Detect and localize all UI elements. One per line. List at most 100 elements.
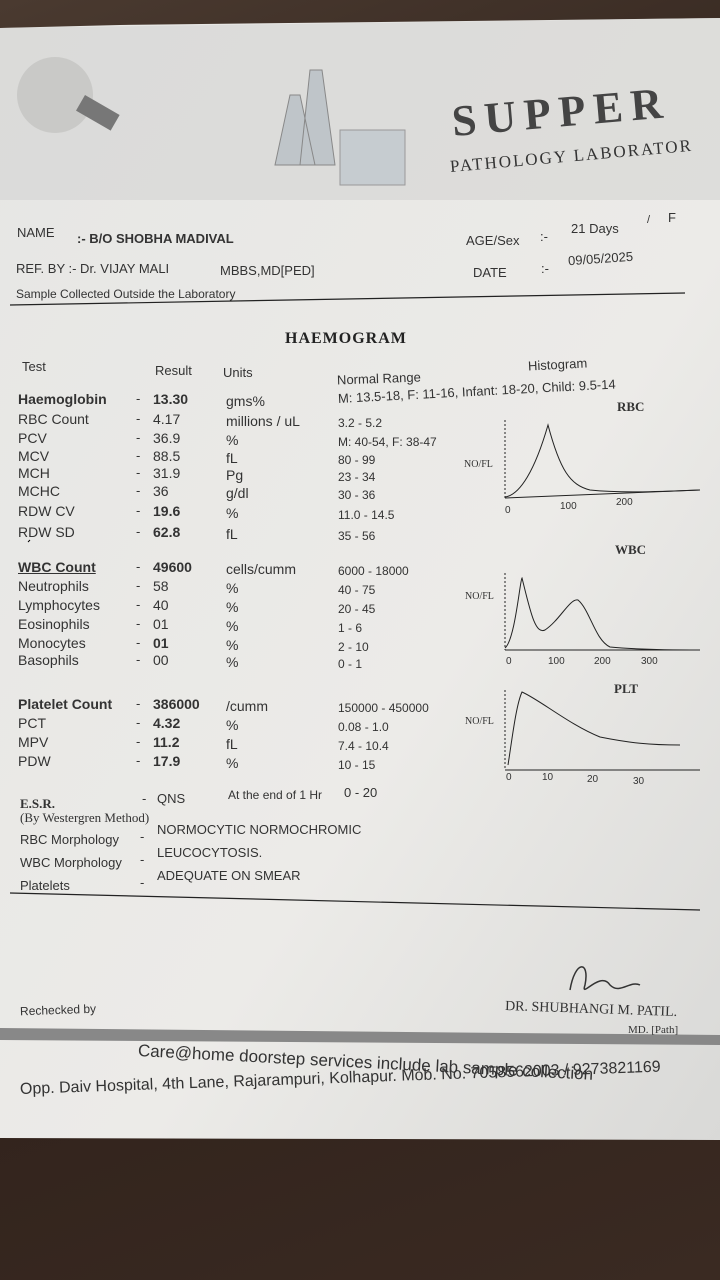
test-name: WBC Count: [18, 559, 96, 575]
unit: fL: [226, 450, 238, 466]
dash: -: [136, 483, 141, 498]
test-name: Platelet Count: [18, 696, 113, 712]
dash: -: [136, 696, 141, 711]
result: 13.30: [153, 391, 189, 407]
unit: %: [226, 618, 239, 634]
histogram-ylabel: NO/FL: [465, 591, 494, 602]
result: 00: [153, 652, 169, 668]
result: 62.8: [153, 524, 181, 540]
unit: cells/cumm: [226, 561, 297, 577]
normal-range: 80 - 99: [338, 453, 376, 467]
unit: fL: [226, 736, 238, 752]
col-histogram: Histogram: [527, 355, 588, 374]
normal-range: 20 - 45: [338, 602, 376, 616]
col-units: Units: [223, 365, 253, 380]
morphology-value: ADEQUATE ON SMEAR: [157, 868, 301, 883]
result: 17.9: [153, 753, 181, 769]
normal-range: M: 40-54, F: 38-47: [338, 435, 437, 449]
result: 11.2: [153, 734, 180, 750]
histogram-title: RBC: [617, 399, 645, 414]
histogram-ylabel: NO/FL: [465, 716, 494, 727]
histogram-tick: 100: [560, 501, 577, 512]
date-label: DATE: [473, 265, 507, 280]
result: 4.32: [153, 715, 181, 731]
dash: -: [136, 524, 141, 539]
age-slash: /: [647, 214, 651, 226]
normal-range: 30 - 36: [338, 488, 376, 502]
normal-range: 6000 - 18000: [338, 564, 409, 578]
test-name: MPV: [18, 734, 49, 750]
result: 36: [153, 483, 169, 499]
result: 31.9: [153, 465, 181, 481]
histogram-tick: 200: [616, 497, 633, 508]
unit: /cumm: [226, 698, 268, 714]
dash: -: [136, 753, 141, 768]
test-name: Basophils: [18, 652, 79, 668]
dash: -: [136, 578, 141, 593]
test-name: PCT: [18, 715, 46, 731]
ref-by: REF. BY :- Dr. VIJAY MALI: [16, 261, 170, 276]
unit: Pg: [226, 467, 244, 483]
result: 58: [153, 578, 169, 594]
histogram-tick: 0: [506, 772, 512, 783]
result: 36.9: [153, 430, 181, 446]
normal-range: 3.2 - 5.2: [338, 416, 383, 430]
result: 386000: [153, 696, 200, 712]
test-name: RBC Count: [18, 411, 89, 427]
result: 19.6: [153, 503, 181, 519]
unit: %: [226, 505, 239, 521]
dash: -: [136, 734, 141, 749]
morphology-label: RBC Morphology: [20, 832, 119, 847]
unit: fL: [226, 526, 238, 542]
dash: -: [136, 448, 141, 463]
histogram-tick: 300: [641, 656, 658, 667]
normal-range: 7.4 - 10.4: [338, 739, 389, 753]
normal-range: 11.0 - 14.5: [338, 508, 395, 522]
normal-range: 1 - 6: [338, 621, 363, 635]
test-name: PCV: [18, 430, 47, 446]
histogram-title: PLT: [614, 681, 639, 696]
sample-note: Sample Collected Outside the Laboratory: [16, 287, 236, 301]
dash: -: [136, 652, 141, 667]
result: 01: [153, 616, 169, 632]
dash: -: [136, 503, 141, 518]
histogram-title: WBC: [615, 542, 647, 557]
unit: gms%: [226, 393, 265, 409]
col-range: Normal Range: [336, 369, 422, 388]
dash: -: [136, 411, 141, 426]
normal-range: 150000 - 450000: [338, 701, 429, 715]
test-name: Monocytes: [18, 635, 86, 651]
normal-range: 10 - 15: [338, 758, 376, 772]
age-sep: :-: [540, 229, 548, 244]
normal-range: 0.08 - 1.0: [338, 720, 389, 734]
result: 88.5: [153, 448, 181, 464]
unit: %: [226, 717, 239, 733]
test-name: MCHC: [18, 483, 60, 499]
dash: -: [136, 430, 141, 445]
unit: %: [226, 580, 239, 596]
esr-label: E.S.R.: [20, 796, 56, 811]
normal-range: 35 - 56: [338, 529, 376, 543]
test-name: Haemoglobin: [18, 391, 107, 407]
esr-result: QNS: [157, 791, 186, 806]
col-result: Result: [155, 363, 192, 378]
histogram-tick: 200: [594, 656, 611, 667]
patient-name: :- B/O SHOBHA MADIVAL: [77, 231, 234, 246]
ref-degree: MBBS,MD[PED]: [220, 263, 315, 278]
dash: -: [136, 597, 141, 612]
doctor-degree: MD. [Path]: [628, 1024, 679, 1036]
morphology-value: LEUCOCYTOSIS.: [157, 845, 263, 860]
esr-method: (By Westergren Method): [20, 810, 150, 825]
histogram-tick: 0: [505, 505, 511, 516]
col-test: Test: [22, 359, 46, 374]
result: 4.17: [153, 411, 181, 427]
histogram-ylabel: NO/FL: [464, 459, 493, 470]
age-label: AGE/Sex: [466, 233, 520, 248]
normal-range: 23 - 34: [338, 470, 376, 484]
test-name: MCV: [18, 448, 50, 464]
unit: %: [226, 599, 239, 615]
normal-range: 2 - 10: [338, 640, 369, 654]
dash: -: [136, 559, 141, 574]
